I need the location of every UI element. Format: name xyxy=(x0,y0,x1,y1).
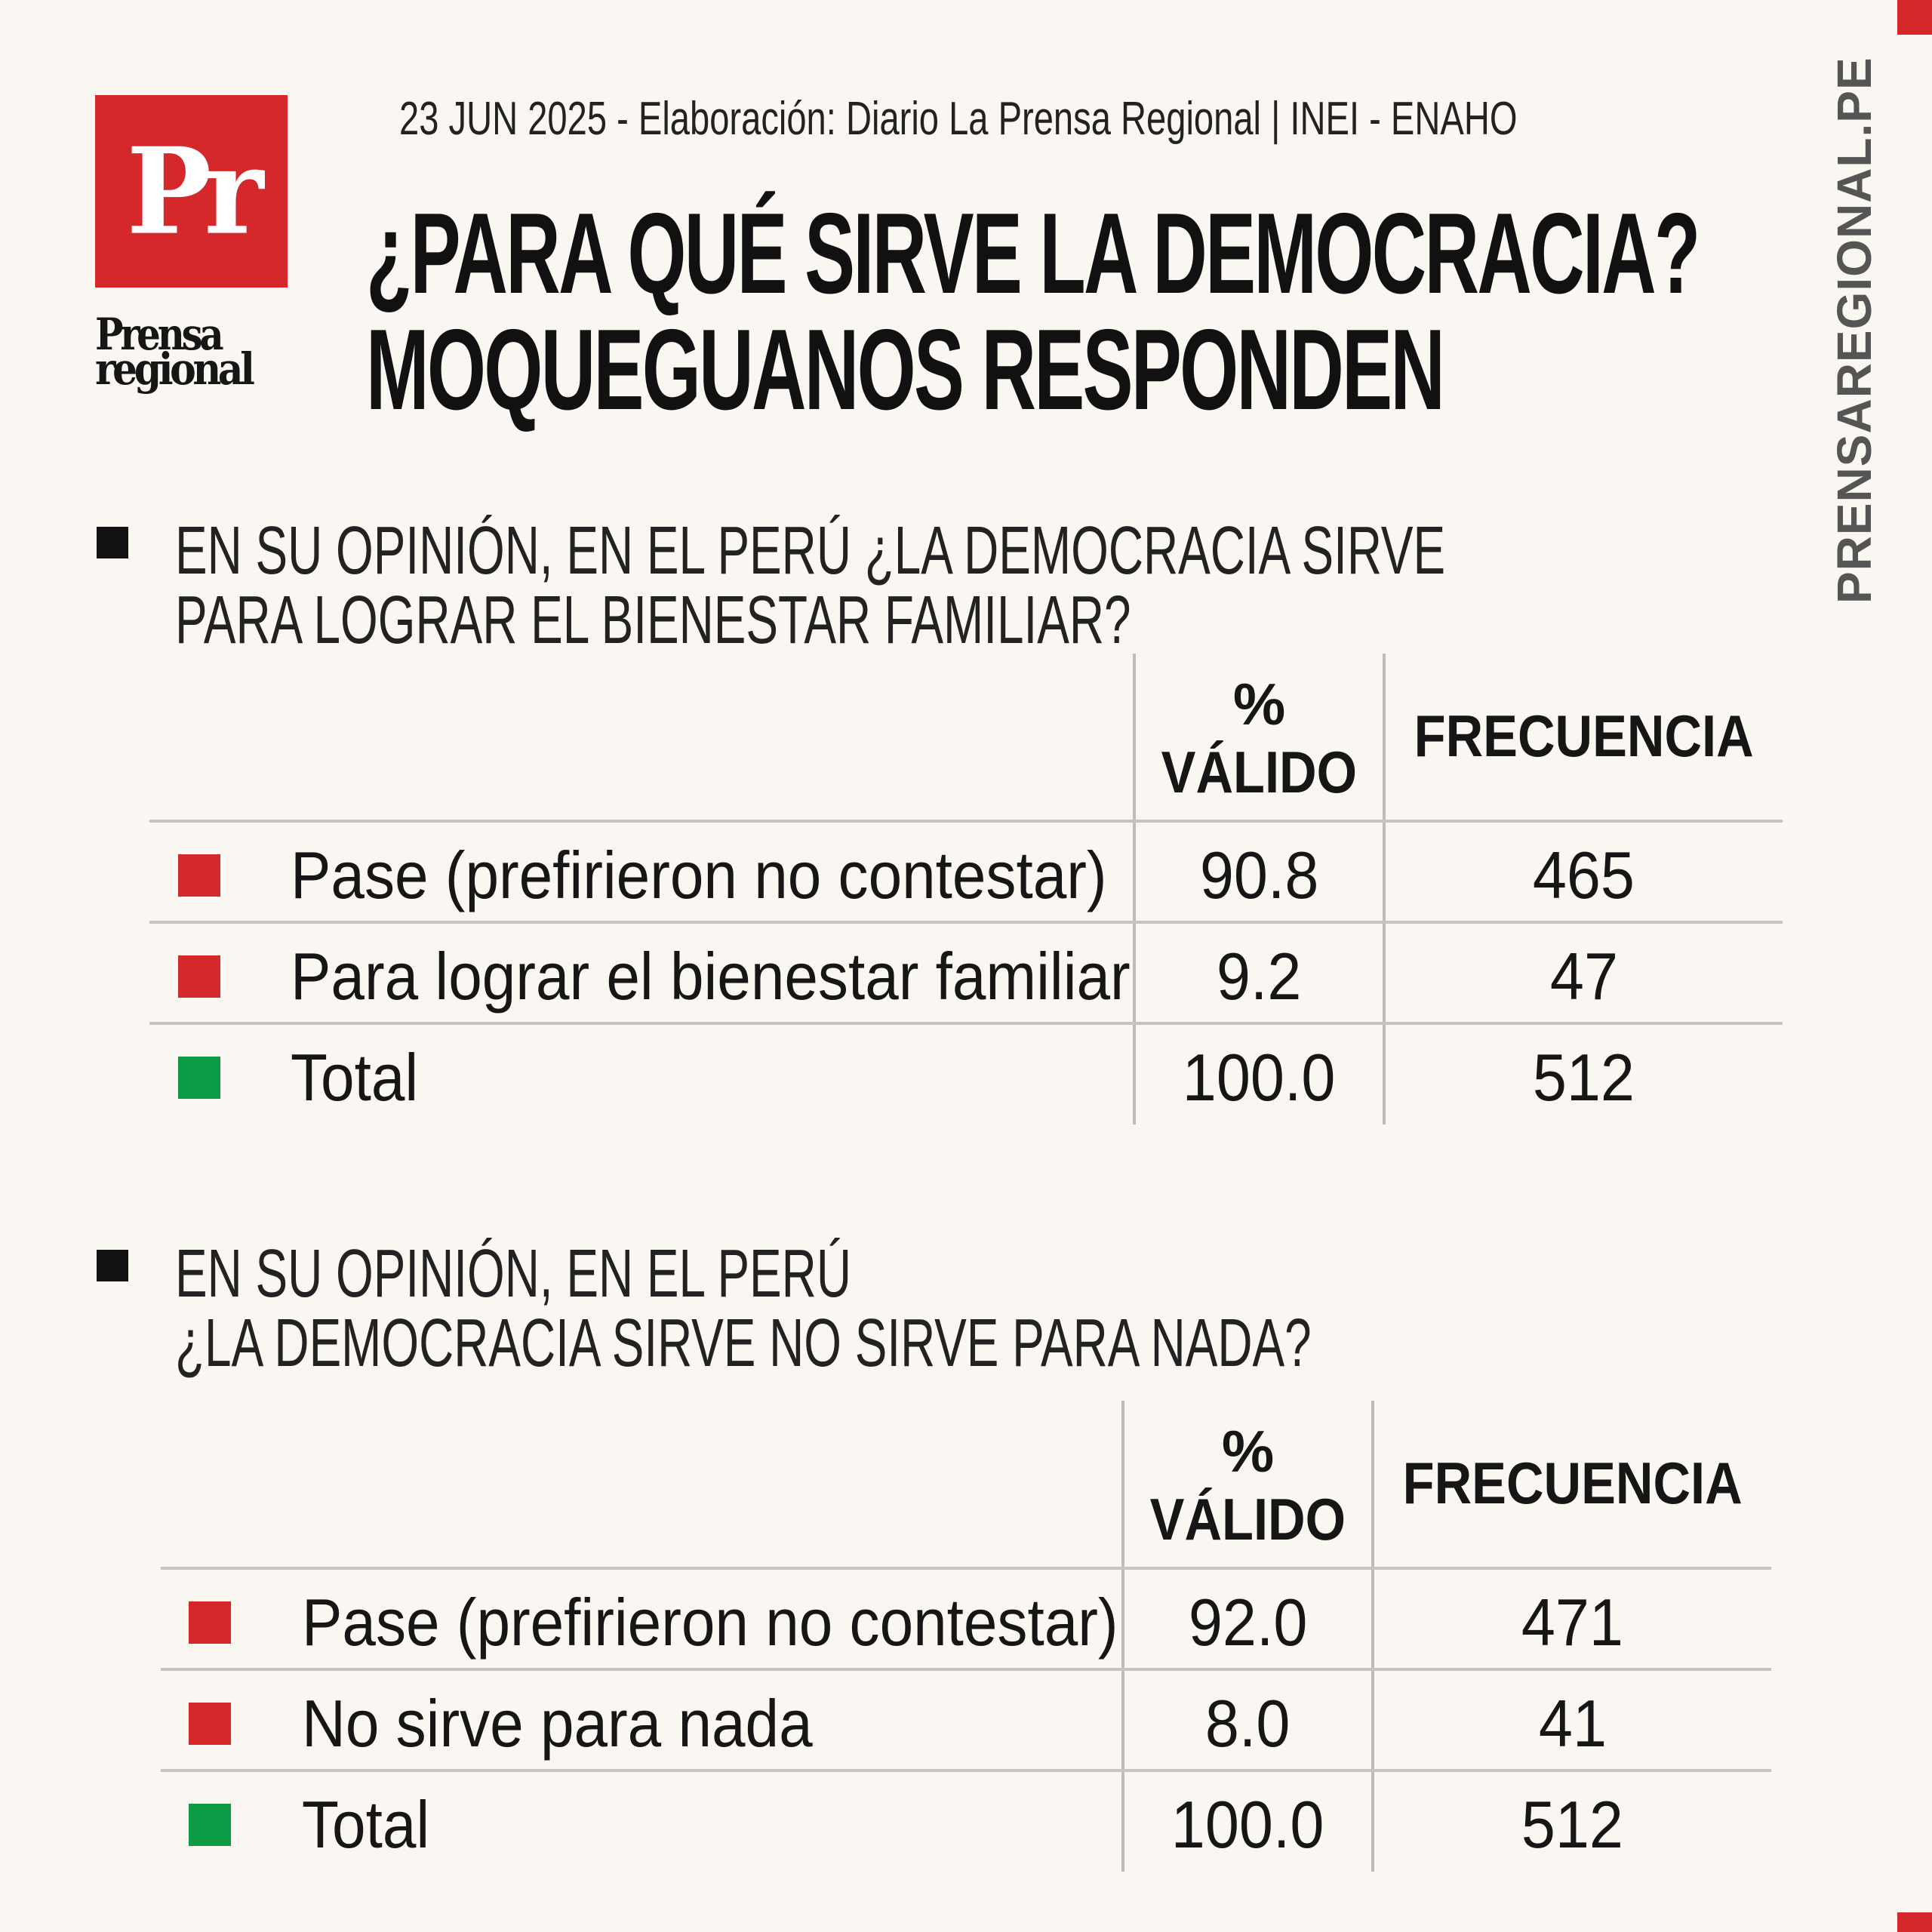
side-website-tag: PRENSAREGIONAL.PE xyxy=(1827,57,1881,604)
logo-badge: Pr xyxy=(95,95,288,288)
table-1-row-3-freq-value: 512 xyxy=(1532,1040,1635,1115)
table-2-row-3-label: Total xyxy=(302,1787,430,1862)
corner-accent-bottom xyxy=(1897,1912,1932,1932)
table-1-row-2-marker xyxy=(178,955,220,998)
question-1-line-1: EN SU OPINIÓN, EN EL PERÚ ¿LA DEMOCRACIA… xyxy=(175,513,1446,589)
table-2-row-1-marker xyxy=(189,1601,231,1644)
table-1-row-rule-2 xyxy=(149,1022,1783,1025)
question-1-line-2: PARA LOGRAR EL BIENESTAR FAMILIAR? xyxy=(175,583,1131,658)
table-1-row-1-freq-value: 465 xyxy=(1532,838,1635,912)
table-2-row-3-freq-value: 512 xyxy=(1521,1787,1624,1862)
table-1-col-pct-label: VÁLIDO xyxy=(1161,739,1358,805)
table-2-header-rule xyxy=(161,1567,1771,1570)
table-2-row-2-pct: 8.0 xyxy=(1124,1686,1371,1761)
table-1-row-2-pct: 9.2 xyxy=(1136,939,1383,1014)
table-2-col-pct-label: VÁLIDO xyxy=(1149,1486,1346,1552)
table-1-col-pct: % VÁLIDO xyxy=(1136,670,1383,806)
table-1-row-1-marker xyxy=(178,854,220,897)
table-1-row-rule-1 xyxy=(149,921,1783,924)
logo-wordmark-line-1: Prensa xyxy=(95,309,224,360)
table-2-row-2-freq-value: 41 xyxy=(1538,1686,1607,1761)
table-1-row-2-label: Para lograr el bienestar familiar xyxy=(291,939,1131,1014)
table-1-col-freq-label: FRECUENCIA xyxy=(1414,703,1754,769)
table-2-col-freq-label: FRECUENCIA xyxy=(1402,1450,1743,1516)
table-1-row-3-label: Total xyxy=(291,1040,419,1115)
table-2-row-2-marker xyxy=(189,1703,231,1745)
table-2-row-3-pct-value: 100.0 xyxy=(1171,1787,1324,1862)
logo-wordmark-line-2: regional xyxy=(95,343,255,395)
table-2-row-1-pct: 92.0 xyxy=(1124,1585,1371,1660)
table-2-divider-1 xyxy=(1121,1401,1124,1872)
question-2-line-1: EN SU OPINIÓN, EN EL PERÚ xyxy=(175,1236,851,1312)
table-2-row-1-pct-value: 92.0 xyxy=(1188,1585,1308,1660)
question-2-bullet xyxy=(97,1250,128,1281)
table-1-col-freq: FRECUENCIA xyxy=(1386,702,1782,770)
table-2-row-2-pct-value: 8.0 xyxy=(1205,1686,1291,1761)
table-1-divider-1 xyxy=(1133,654,1136,1124)
table-2-row-1-freq: 471 xyxy=(1374,1585,1770,1660)
table-1-row-1-pct: 90.8 xyxy=(1136,838,1383,913)
table-2-col-pct: % VÁLIDO xyxy=(1124,1417,1371,1553)
question-2-line-2: ¿LA DEMOCRACIA SIRVE NO SIRVE PARA NADA? xyxy=(175,1306,1312,1381)
table-1-row-3-freq: 512 xyxy=(1386,1040,1782,1115)
date-source-text: 23 JUN 2025 - Elaboración: Diario La Pre… xyxy=(399,92,1518,145)
logo-letters: Pr xyxy=(126,122,264,261)
table-1-row-3-pct-value: 100.0 xyxy=(1183,1040,1336,1115)
table-1-divider-2 xyxy=(1383,654,1386,1124)
table-2-row-3-pct: 100.0 xyxy=(1124,1787,1371,1863)
table-1-row-1-freq: 465 xyxy=(1386,838,1782,913)
table-1-row-1-pct-value: 90.8 xyxy=(1199,838,1319,912)
table-2-row-3-marker xyxy=(189,1804,231,1846)
table-2-row-1-label: Pase (prefirieron no contestar) xyxy=(302,1585,1118,1660)
table-2-row-1-freq-value: 471 xyxy=(1521,1585,1624,1660)
table-2-row-3-freq: 512 xyxy=(1374,1787,1770,1863)
table-2-row-rule-1 xyxy=(161,1668,1771,1671)
table-1-header-rule xyxy=(149,820,1783,823)
table-1-row-2-freq: 47 xyxy=(1386,939,1782,1014)
table-1-row-2-freq-value: 47 xyxy=(1549,939,1618,1014)
page-title-line-2: MOQUEGUANOS RESPONDEN xyxy=(366,306,1445,434)
page-title-line-1: ¿PARA QUÉ SIRVE LA DEMOCRACIA? xyxy=(366,189,1700,318)
table-1-row-3-marker xyxy=(178,1057,220,1099)
table-1-row-3-pct: 100.0 xyxy=(1136,1040,1383,1115)
table-2-col-freq: FRECUENCIA xyxy=(1374,1449,1770,1517)
table-2-row-rule-2 xyxy=(161,1769,1771,1772)
table-1-col-pct-symbol: % xyxy=(1232,671,1286,737)
question-1-bullet xyxy=(97,527,128,558)
table-1-row-1-label: Pase (prefirieron no contestar) xyxy=(291,838,1107,912)
table-2-col-pct-symbol: % xyxy=(1221,1418,1275,1484)
table-1-row-2-pct-value: 9.2 xyxy=(1217,939,1302,1014)
corner-accent-top xyxy=(1897,0,1932,35)
date-source-line: 23 JUN 2025 - Elaboración: Diario La Pre… xyxy=(368,92,1839,145)
table-2-divider-2 xyxy=(1371,1401,1374,1872)
table-2-row-2-label: No sirve para nada xyxy=(302,1686,813,1761)
table-2-row-2-freq: 41 xyxy=(1374,1686,1770,1761)
